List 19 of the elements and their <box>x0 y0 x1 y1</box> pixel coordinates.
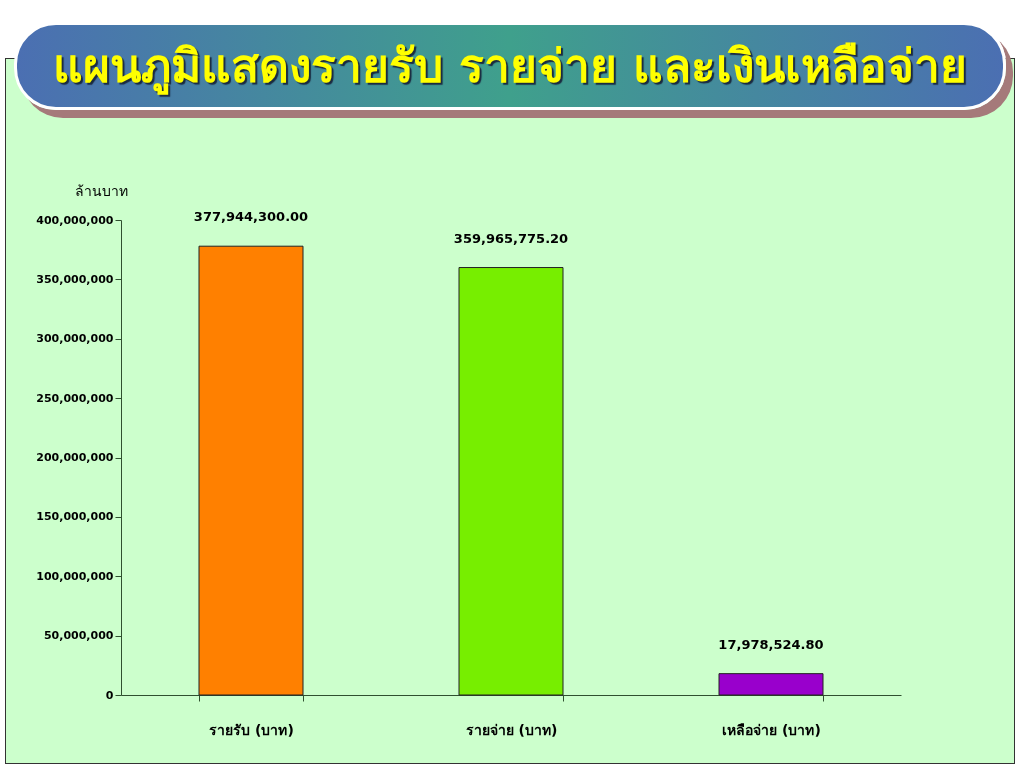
y-tick-label: 50,000,000 <box>43 629 114 643</box>
data-label: 359,965,775.20 <box>453 230 569 246</box>
y-tick-label: 100,000,000 <box>36 569 114 583</box>
y-tick-label: 300,000,000 <box>36 332 114 346</box>
y-tick-label: 150,000,000 <box>36 510 114 524</box>
y-tick-label: 0 <box>105 688 114 702</box>
y-axis-title: ล้านบาท <box>75 182 128 199</box>
bar <box>718 673 824 696</box>
x-tick-label: เหลือจ่าย (บาท) <box>722 721 821 738</box>
y-tick-label: 350,000,000 <box>36 272 114 286</box>
y-tick-label: 250,000,000 <box>36 391 114 405</box>
y-tick-label: 200,000,000 <box>36 451 114 464</box>
data-label: 377,944,300.00 <box>193 209 309 225</box>
y-tick-label: 400,000,000 <box>36 213 114 227</box>
bar <box>198 245 304 696</box>
x-tick-label: รายจ่าย (บาท) <box>465 721 558 738</box>
bar <box>458 267 564 696</box>
data-label: 17,978,524.80 <box>718 636 824 652</box>
x-tick-label: รายรับ (บาท) <box>209 721 294 738</box>
